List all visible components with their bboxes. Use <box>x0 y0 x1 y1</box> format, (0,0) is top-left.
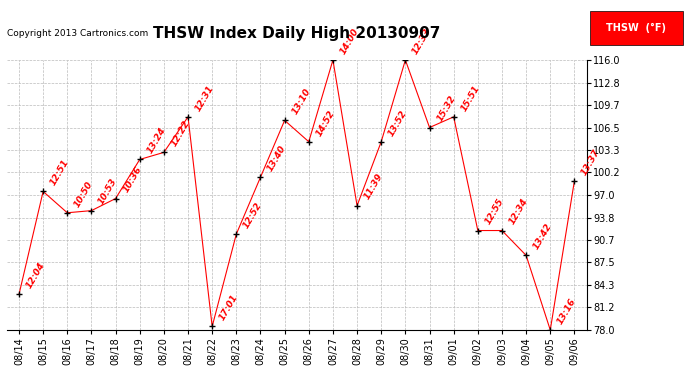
Text: 12:22: 12:22 <box>170 119 192 148</box>
Text: 13:37: 13:37 <box>580 147 602 177</box>
Text: 12:34: 12:34 <box>508 197 530 226</box>
Text: 10:36: 10:36 <box>121 165 144 194</box>
Text: 10:50: 10:50 <box>73 179 95 209</box>
Text: THSW  (°F): THSW (°F) <box>607 23 666 33</box>
Text: Copyright 2013 Cartronics.com: Copyright 2013 Cartronics.com <box>7 29 148 38</box>
Text: THSW Index Daily High 20130907: THSW Index Daily High 20130907 <box>153 26 440 41</box>
Text: 15:51: 15:51 <box>460 83 482 112</box>
Text: 17:01: 17:01 <box>218 293 240 322</box>
Text: 14:52: 14:52 <box>315 108 337 138</box>
Text: 14:00: 14:00 <box>339 27 361 56</box>
Text: 13:52: 13:52 <box>387 108 409 138</box>
Text: 15:32: 15:32 <box>435 94 457 123</box>
Text: 12:33: 12:33 <box>411 27 433 56</box>
Text: 12:55: 12:55 <box>484 197 506 226</box>
Text: 12:51: 12:51 <box>49 158 71 187</box>
Text: 13:40: 13:40 <box>266 144 288 173</box>
Text: 13:16: 13:16 <box>556 297 578 326</box>
Text: 13:10: 13:10 <box>290 87 313 116</box>
Text: 12:31: 12:31 <box>194 83 216 112</box>
Text: 13:24: 13:24 <box>146 126 168 155</box>
Text: 12:52: 12:52 <box>242 201 264 230</box>
Text: 12:04: 12:04 <box>25 261 47 290</box>
Text: 10:53: 10:53 <box>97 177 119 207</box>
Text: 13:42: 13:42 <box>532 222 554 251</box>
Text: 11:39: 11:39 <box>363 172 385 201</box>
